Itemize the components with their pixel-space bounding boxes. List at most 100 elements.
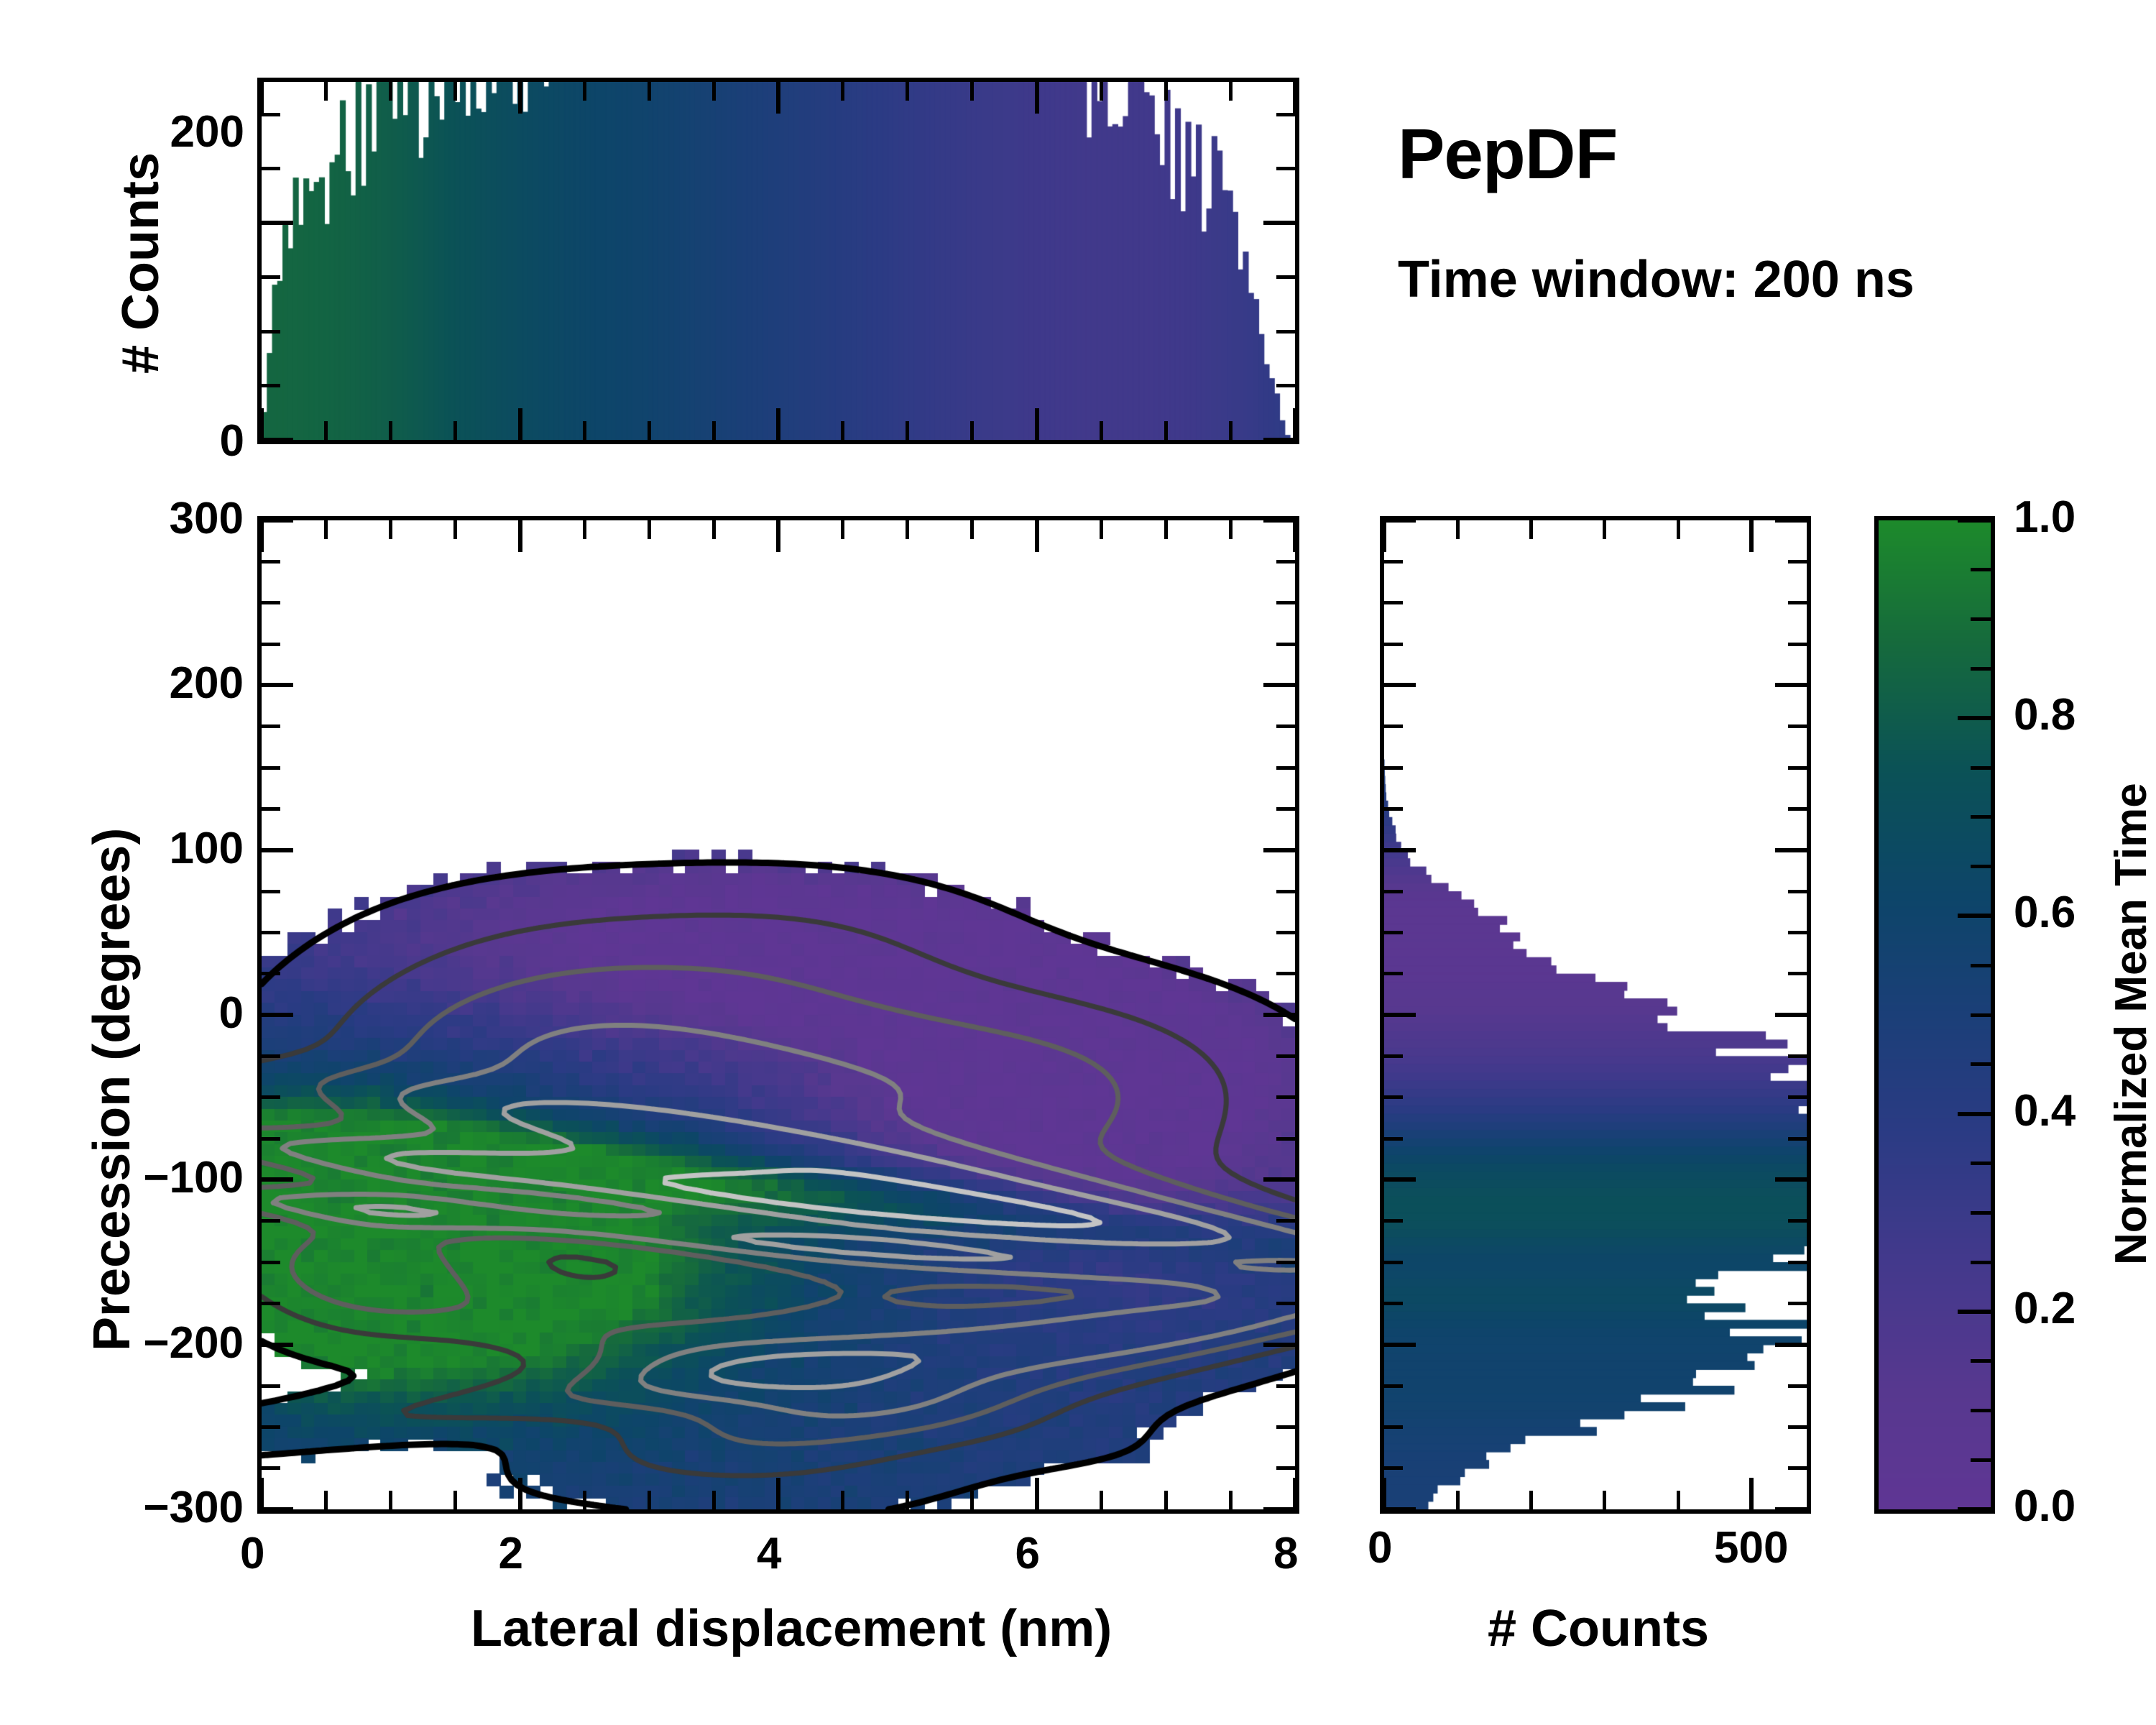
main-xtick-major-0 bbox=[259, 1478, 264, 1509]
right-histogram-canvas bbox=[1384, 520, 1807, 1509]
right-ytick-major-right--300 bbox=[1775, 1507, 1807, 1512]
right-ytick-minor bbox=[1384, 601, 1403, 605]
main-xtick-major-top-4 bbox=[776, 520, 780, 552]
colorbar-tick-label-0.6: 0.6 bbox=[2014, 888, 2076, 938]
right-xtick-major-top-500 bbox=[1749, 520, 1754, 552]
top-xtick-major-bot-2 bbox=[517, 408, 522, 440]
colorbar-tick-minor bbox=[1971, 1408, 1991, 1412]
right-ytick-minor bbox=[1384, 1260, 1403, 1264]
top-xtick-major-top-2 bbox=[517, 82, 522, 114]
top-xtick-major-bot-6 bbox=[1034, 408, 1039, 440]
colorbar-tick-minor bbox=[1971, 1359, 1991, 1363]
colorbar-tick-minor bbox=[1971, 1260, 1991, 1264]
joint-histogram-panel bbox=[257, 516, 1299, 1514]
right-ytick-minor bbox=[1384, 1466, 1403, 1471]
colorbar-tick-minor bbox=[1971, 1458, 1991, 1462]
main-xtick-minor-top bbox=[582, 520, 586, 539]
top-ytick-minor-right bbox=[1276, 112, 1295, 116]
right-ytick-minor bbox=[1384, 765, 1403, 770]
main-xtick-minor-top bbox=[647, 520, 651, 539]
colorbar-tick-minor bbox=[1971, 1013, 1991, 1017]
top-xtick-major-top-6 bbox=[1034, 82, 1039, 114]
main-ytick-minor-right bbox=[1276, 889, 1295, 893]
main-ytick-minor-right bbox=[1276, 1260, 1295, 1264]
main-ytick-major-100 bbox=[262, 847, 293, 852]
top-ytick-minor bbox=[262, 112, 280, 116]
main-ytick-major--200 bbox=[262, 1342, 293, 1347]
main-xtick-minor bbox=[1164, 1491, 1168, 1509]
main-ytick-minor bbox=[262, 930, 280, 934]
top-xtick-minor-top bbox=[453, 82, 458, 101]
main-ytick-major-right-300 bbox=[1263, 518, 1295, 523]
top-ytick-minor-right bbox=[1276, 329, 1295, 334]
top-xtick-minor-bot bbox=[711, 421, 716, 440]
right-xtick-minor bbox=[1529, 1491, 1534, 1509]
colorbar-tick-label-0.4: 0.4 bbox=[2014, 1085, 2076, 1136]
top-ytick-minor bbox=[262, 167, 280, 171]
colorbar-tick-label-0.2: 0.2 bbox=[2014, 1283, 2076, 1333]
top-xtick-minor-bot bbox=[970, 421, 975, 440]
main-xtick-minor bbox=[970, 1491, 975, 1509]
main-ytick-label--100: −100 bbox=[143, 1153, 244, 1203]
top-xtick-major-top-8 bbox=[1293, 82, 1297, 114]
top-xtick-minor-top bbox=[324, 82, 328, 101]
main-ytick-minor bbox=[262, 642, 280, 646]
main-ytick-minor-right bbox=[1276, 724, 1295, 729]
main-ytick-minor-right bbox=[1276, 1054, 1295, 1058]
right-ytick-major-right--100 bbox=[1775, 1177, 1807, 1182]
main-ytick-major-right--300 bbox=[1263, 1507, 1295, 1512]
colorbar-tick-major-0.6 bbox=[1958, 914, 1991, 919]
right-ytick-minor-right bbox=[1788, 972, 1807, 976]
main-ytick-major--100 bbox=[262, 1177, 293, 1182]
main-xtick-minor bbox=[711, 1491, 716, 1509]
right-ytick-minor-right bbox=[1788, 601, 1807, 605]
main-panel-ylabel: Precession (degrees) bbox=[83, 827, 141, 1351]
top-xtick-minor-top bbox=[1228, 82, 1233, 101]
main-ytick-minor-right bbox=[1276, 1425, 1295, 1429]
right-ytick-minor bbox=[1384, 1384, 1403, 1388]
top-xtick-minor-bot bbox=[1228, 421, 1233, 440]
right-xtick-0: 0 bbox=[1368, 1523, 1393, 1573]
right-xtick-major-top-0 bbox=[1382, 520, 1386, 552]
top-ytick-200: 200 bbox=[170, 107, 244, 157]
colorbar-tick-minor bbox=[1971, 568, 1991, 572]
top-ytick-major-0 bbox=[262, 438, 293, 442]
main-ytick-minor-right bbox=[1276, 930, 1295, 934]
right-ytick-minor-right bbox=[1788, 642, 1807, 646]
right-ytick-minor bbox=[1384, 642, 1403, 646]
top-ytick-major-right-0 bbox=[1263, 438, 1295, 442]
right-ytick-minor-right bbox=[1788, 765, 1807, 770]
top-xtick-major-top-0 bbox=[259, 82, 264, 114]
top-xtick-major-bot-8 bbox=[1293, 408, 1297, 440]
right-xtick-500: 500 bbox=[1714, 1523, 1789, 1573]
right-xtick-minor-top bbox=[1455, 520, 1460, 539]
right-ytick-minor-right bbox=[1788, 1054, 1807, 1058]
main-xtick-minor-top bbox=[324, 520, 328, 539]
main-ytick-minor bbox=[262, 972, 280, 976]
main-xtick-minor bbox=[1099, 1491, 1103, 1509]
main-xtick-minor-top bbox=[1099, 520, 1103, 539]
colorbar-tick-minor bbox=[1971, 865, 1991, 869]
top-xtick-minor-top bbox=[647, 82, 651, 101]
colorbar-tick-minor bbox=[1971, 617, 1991, 622]
main-xtick-major-top-0 bbox=[259, 520, 264, 552]
right-ytick-minor bbox=[1384, 1054, 1403, 1058]
top-ytick-major-200 bbox=[262, 221, 293, 226]
main-xtick-minor-top bbox=[841, 520, 845, 539]
colorbar-tick-minor bbox=[1971, 765, 1991, 770]
main-ytick-label-100: 100 bbox=[169, 823, 244, 873]
right-xtick-minor-top bbox=[1676, 520, 1680, 539]
right-panel-xlabel: # Counts bbox=[1488, 1600, 1710, 1657]
top-xtick-major-top-4 bbox=[776, 82, 780, 114]
main-ytick-minor bbox=[262, 1301, 280, 1305]
joint-histogram-canvas bbox=[262, 520, 1295, 1509]
right-ytick-minor-right bbox=[1788, 724, 1807, 729]
main-ytick-minor bbox=[262, 806, 280, 811]
top-xtick-minor-top bbox=[389, 82, 393, 101]
right-xtick-major-0 bbox=[1382, 1478, 1386, 1509]
main-xtick-major-4 bbox=[776, 1478, 780, 1509]
top-ytick-major-right-200 bbox=[1263, 221, 1295, 226]
main-ytick-label-200: 200 bbox=[169, 658, 244, 709]
main-ytick-major-300 bbox=[262, 518, 293, 523]
top-xtick-minor-bot bbox=[324, 421, 328, 440]
